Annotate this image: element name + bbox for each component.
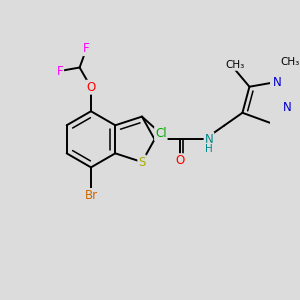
Text: S: S bbox=[138, 155, 146, 169]
Text: Br: Br bbox=[84, 189, 98, 202]
Text: N: N bbox=[283, 101, 292, 114]
Text: F: F bbox=[57, 64, 63, 77]
Text: N: N bbox=[205, 133, 213, 146]
Text: O: O bbox=[86, 81, 96, 94]
Text: O: O bbox=[176, 154, 184, 167]
Text: CH₃: CH₃ bbox=[226, 60, 245, 70]
Text: N: N bbox=[273, 76, 281, 89]
Text: H: H bbox=[205, 144, 212, 154]
Text: F: F bbox=[83, 42, 90, 55]
Text: CH₃: CH₃ bbox=[280, 57, 299, 67]
Text: Cl: Cl bbox=[155, 127, 166, 140]
